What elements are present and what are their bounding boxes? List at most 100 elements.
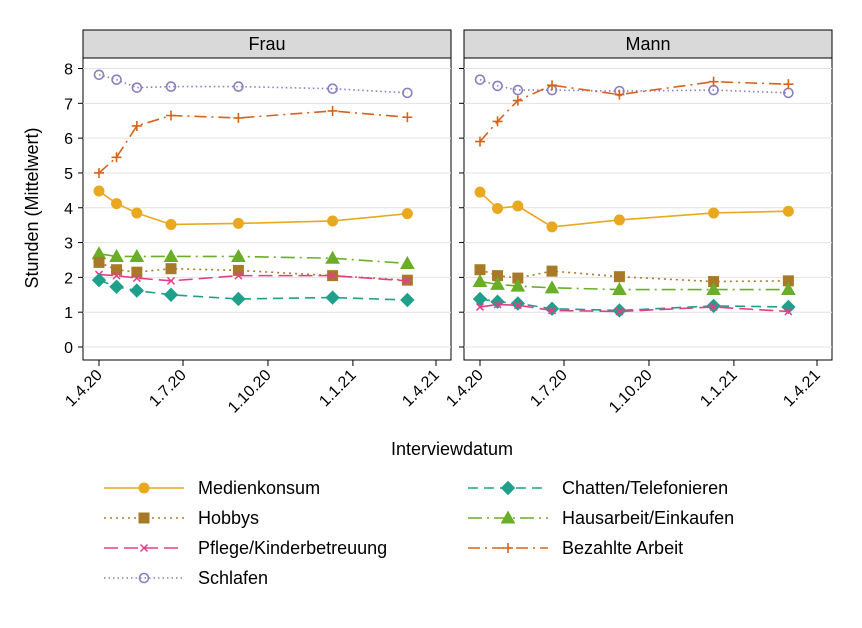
data-point <box>402 112 413 123</box>
data-point <box>510 278 526 292</box>
legend-item-bezahlte-arbeit: Bezahlte Arbeit <box>468 538 683 558</box>
data-point <box>400 292 415 308</box>
x-axis-title: Interviewdatum <box>391 439 513 459</box>
data-point <box>706 282 721 296</box>
legend-marker <box>139 543 149 553</box>
data-point <box>474 186 486 198</box>
series-bezahlte-arbeit <box>475 76 794 147</box>
data-point <box>132 274 141 283</box>
data-point <box>232 264 244 276</box>
data-point <box>615 307 624 316</box>
x-tick-label: 1.4.21 <box>399 367 443 411</box>
data-point <box>93 185 105 197</box>
data-point <box>474 264 486 276</box>
data-point <box>93 256 105 268</box>
data-point <box>231 248 246 262</box>
panel-strip <box>463 29 833 59</box>
x-tick-label: 1.10.20 <box>225 367 275 417</box>
data-point <box>781 282 796 296</box>
y-tick-label: 0 <box>64 340 73 357</box>
legend-label: Hausarbeit/Einkaufen <box>562 508 734 528</box>
data-point <box>546 221 558 233</box>
legend-marker <box>138 482 150 494</box>
data-point <box>234 271 243 280</box>
y-tick-label: 3 <box>64 236 73 253</box>
data-point <box>325 250 340 264</box>
data-point <box>129 283 145 298</box>
data-point <box>233 112 244 123</box>
legend-item-pflege-kinderbetreuung: Pflege/Kinderbetreuung <box>104 538 387 558</box>
data-point <box>327 215 339 227</box>
x-tick-label: 1.1.21 <box>697 367 741 411</box>
data-point <box>325 290 340 305</box>
data-point <box>402 87 413 99</box>
data-point <box>93 69 105 81</box>
y-tick-label: 6 <box>64 131 73 148</box>
data-point <box>783 79 794 90</box>
data-point <box>493 300 502 309</box>
data-point <box>131 207 143 219</box>
data-point <box>165 263 177 275</box>
data-point <box>328 271 337 280</box>
data-point <box>613 271 625 283</box>
series-bezahlte-arbeit <box>94 105 413 178</box>
data-point <box>612 282 627 296</box>
legend-label: Medienkonsum <box>198 478 320 498</box>
data-point <box>400 255 415 269</box>
x-tick-label: 1.4.21 <box>780 367 824 411</box>
y-axis-title: Stunden (Mittelwert) <box>22 127 42 288</box>
series-line <box>479 78 789 94</box>
y-tick-label: 1 <box>64 305 73 322</box>
data-point <box>492 116 503 127</box>
data-point <box>492 80 503 92</box>
data-point <box>512 84 524 96</box>
data-point <box>129 248 145 262</box>
y-tick-label: 4 <box>64 201 73 218</box>
panel-title: Mann <box>625 34 670 54</box>
data-point <box>111 152 122 163</box>
plot-area <box>82 57 452 361</box>
series-medienkonsum <box>93 185 413 230</box>
data-point <box>512 200 524 212</box>
data-point <box>131 266 143 278</box>
y-tick-label: 5 <box>64 166 73 183</box>
data-point <box>131 82 143 93</box>
series-hausarbeit-einkaufen <box>472 274 796 296</box>
data-point <box>781 299 796 315</box>
series-chatten-telefonieren <box>91 272 415 308</box>
data-point <box>166 110 177 121</box>
data-point <box>232 217 244 229</box>
legend-item-schlafen: Schlafen <box>104 568 268 588</box>
series-pflege-kinderbetreuung <box>94 270 412 285</box>
legend-label: Schlafen <box>198 568 268 588</box>
data-point <box>472 291 488 307</box>
data-point <box>327 83 338 94</box>
data-point <box>111 74 122 85</box>
data-point <box>475 136 485 147</box>
data-point <box>546 265 558 277</box>
data-point <box>474 74 486 85</box>
y-tick-label: 8 <box>64 62 73 79</box>
legend-marker <box>500 510 516 524</box>
data-point <box>708 76 719 87</box>
data-point <box>547 306 557 315</box>
data-point <box>547 80 558 91</box>
legend-item-chatten-telefonieren: Chatten/Telefonieren <box>468 478 728 498</box>
panel-strip <box>82 29 452 59</box>
data-point <box>403 276 412 285</box>
data-point <box>165 218 177 230</box>
legend: Medienkonsum Chatten/Telefonieren Hobbys Ha… <box>104 478 734 588</box>
data-point <box>544 301 560 316</box>
data-point <box>109 279 124 294</box>
data-point <box>111 198 123 210</box>
data-point <box>709 302 718 311</box>
legend-label: Bezahlte Arbeit <box>562 538 683 558</box>
series-hausarbeit-einkaufen <box>91 246 415 269</box>
panel-title: Frau <box>248 34 285 54</box>
data-point <box>112 271 121 280</box>
data-point <box>111 264 123 276</box>
x-tick-label: 1.7.20 <box>146 367 190 411</box>
data-point <box>782 205 794 217</box>
legend-item-hausarbeit-einkaufen: Hausarbeit/Einkaufen <box>468 508 734 528</box>
